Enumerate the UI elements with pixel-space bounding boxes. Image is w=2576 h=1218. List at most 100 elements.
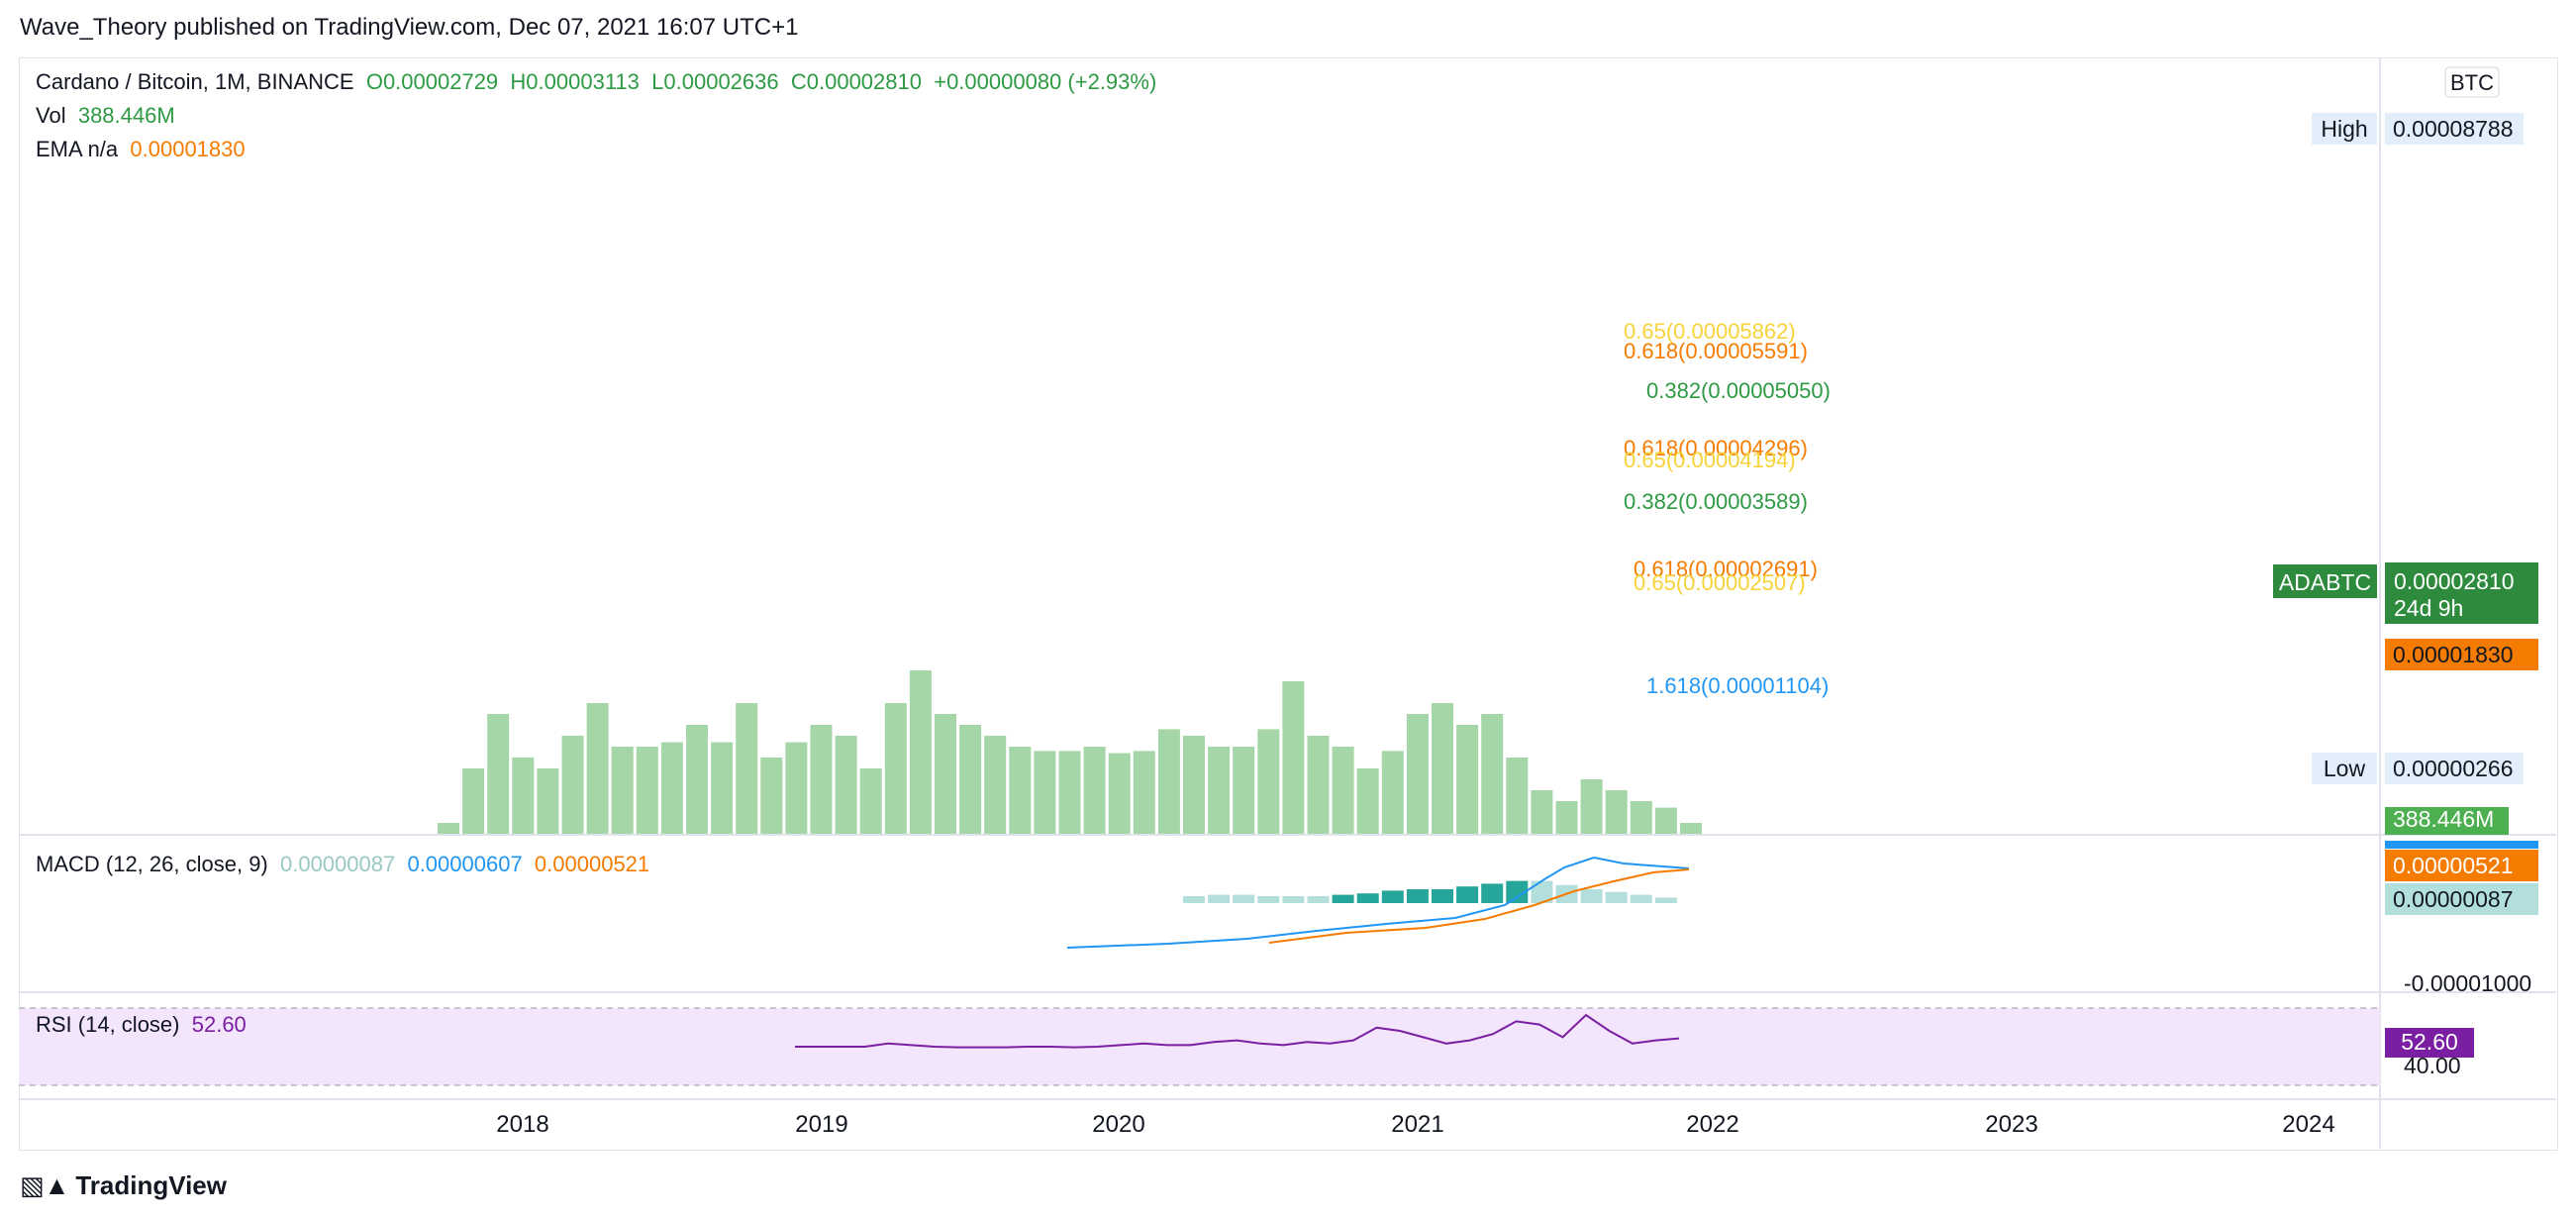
close-key: C xyxy=(790,69,807,94)
low-value-tag-bg xyxy=(2385,753,2524,784)
bar-countdown: 24d 9h xyxy=(2394,595,2463,621)
volume-bar xyxy=(1456,725,1479,834)
currency-label: BTC xyxy=(2450,70,2494,95)
macd-signal-value: 0.00000521 xyxy=(534,852,650,876)
volume-bar xyxy=(711,742,734,834)
high-value-tag: 0.00008788 xyxy=(2393,116,2514,142)
high-value: 0.00003113 xyxy=(526,69,640,94)
macd-histogram-bar xyxy=(1282,896,1305,903)
volume-bar xyxy=(1183,736,1205,834)
tradingview-brand[interactable]: ▧▲ TradingView xyxy=(20,1170,227,1201)
fib-label: 0.382(0.00003589) xyxy=(1624,489,1808,514)
fib-label: 0.618(0.00002691) xyxy=(1634,557,1818,581)
low-tag-bg xyxy=(2312,753,2377,784)
time-axis-label: 2022 xyxy=(1686,1111,1738,1138)
volume-bar xyxy=(785,742,808,834)
fib-label: 0.382(0.00005050) xyxy=(1646,378,1831,403)
volume-bar xyxy=(736,703,758,834)
volume-bar xyxy=(859,768,882,834)
volume-bar xyxy=(984,736,1007,834)
volume-bar xyxy=(1208,747,1231,834)
volume-bar xyxy=(487,714,510,834)
symbol-tag-bg xyxy=(2273,564,2377,598)
volume-legend[interactable]: Vol 388.446M xyxy=(36,103,175,129)
symbol-title[interactable]: Cardano / Bitcoin, 1M, BINANCE xyxy=(36,69,354,94)
rsi-tag: 52.60 xyxy=(2401,1029,2458,1055)
volume-bar xyxy=(1506,758,1529,834)
low-tag: Low xyxy=(2324,756,2366,781)
currency-box[interactable] xyxy=(2444,66,2500,98)
chart-frame[interactable] xyxy=(19,57,2558,1151)
volume-bar xyxy=(1555,801,1578,834)
low-value-tag: 0.00000266 xyxy=(2393,756,2514,781)
ema-key: EMA n/a xyxy=(36,137,119,161)
volume-bar xyxy=(1133,751,1155,834)
high-tag-bg xyxy=(2312,113,2377,145)
macd-axis-tick: -0.00001000 xyxy=(2404,970,2531,996)
volume-bar xyxy=(760,758,783,834)
volume-bar xyxy=(884,703,907,834)
macd-histogram-bar xyxy=(1257,896,1280,903)
volume-bar xyxy=(1332,747,1354,834)
volume-bar xyxy=(909,670,932,834)
volume-bar xyxy=(1605,790,1628,834)
time-axis-label: 2019 xyxy=(795,1111,847,1138)
volume-bar xyxy=(1356,768,1379,834)
macd-histogram-bar xyxy=(1481,883,1504,903)
volume-bar xyxy=(959,725,982,834)
macd-line-tag xyxy=(2385,841,2538,849)
symbol-legend: Cardano / Bitcoin, 1M, BINANCE O0.000027… xyxy=(36,69,1156,95)
macd-hist-value: 0.00000087 xyxy=(279,852,396,876)
volume-bar xyxy=(1157,729,1180,834)
rsi-legend[interactable]: RSI (14, close) 52.60 xyxy=(36,1012,247,1038)
volume-bar xyxy=(1680,823,1702,834)
macd-signal-line xyxy=(1268,868,1690,944)
open-key: O xyxy=(365,69,383,94)
volume-bar xyxy=(586,703,609,834)
volume-bar xyxy=(1654,807,1677,834)
tradingview-logo-icon: ▧▲ xyxy=(20,1170,70,1200)
publisher-header: Wave_Theory published on TradingView.com… xyxy=(20,14,799,41)
close-value: 0.00002810 xyxy=(806,69,922,94)
macd-line xyxy=(1066,856,1690,949)
volume-bar xyxy=(438,823,459,834)
macd-histogram-bar xyxy=(1456,886,1479,903)
macd-histogram-bar xyxy=(1630,894,1652,903)
volume-bar xyxy=(1432,703,1453,834)
volume-bar xyxy=(1307,736,1330,834)
volume-bar xyxy=(1034,751,1056,834)
macd-hist-tag-bg xyxy=(2385,883,2538,915)
volume-bar xyxy=(1481,714,1504,834)
volume-bar xyxy=(512,758,535,834)
volume-value: 388.446M xyxy=(77,103,175,128)
volume-tag: 388.446M xyxy=(2393,806,2494,832)
low-value: 0.00002636 xyxy=(663,69,779,94)
volume-bar xyxy=(636,747,658,834)
high-value-tag-bg xyxy=(2385,113,2524,145)
volume-bar xyxy=(1009,747,1032,834)
rsi-key: RSI (14, close) xyxy=(36,1012,180,1037)
rsi-band xyxy=(19,1008,2380,1085)
volume-bar xyxy=(1282,681,1305,834)
rsi-tag-bg xyxy=(2385,1028,2474,1058)
brand-name: TradingView xyxy=(75,1170,227,1200)
volume-key: Vol xyxy=(36,103,66,128)
fib-label: 0.618(0.00005591) xyxy=(1624,339,1808,363)
macd-key: MACD (12, 26, close, 9) xyxy=(36,852,268,876)
open-value: 0.00002729 xyxy=(382,69,499,94)
volume-bar xyxy=(686,725,708,834)
volume-bar xyxy=(1108,753,1131,834)
ema-legend[interactable]: EMA n/a 0.00001830 xyxy=(36,137,246,162)
macd-histogram-bar xyxy=(1654,897,1677,903)
macd-legend[interactable]: MACD (12, 26, close, 9) 0.00000087 0.000… xyxy=(36,852,649,877)
fib-label: 0.65(0.00004194) xyxy=(1624,448,1796,472)
ema-tag-bg xyxy=(2385,639,2538,670)
time-axis-label: 2024 xyxy=(2282,1111,2334,1138)
macd-histogram-bar xyxy=(1580,889,1603,903)
macd-signal-tag: 0.00000521 xyxy=(2393,853,2514,878)
volume-bar xyxy=(1233,747,1255,834)
volume-bar xyxy=(1381,751,1404,834)
macd-signal-tag-bg xyxy=(2385,850,2538,881)
volume-bar xyxy=(1083,747,1106,834)
